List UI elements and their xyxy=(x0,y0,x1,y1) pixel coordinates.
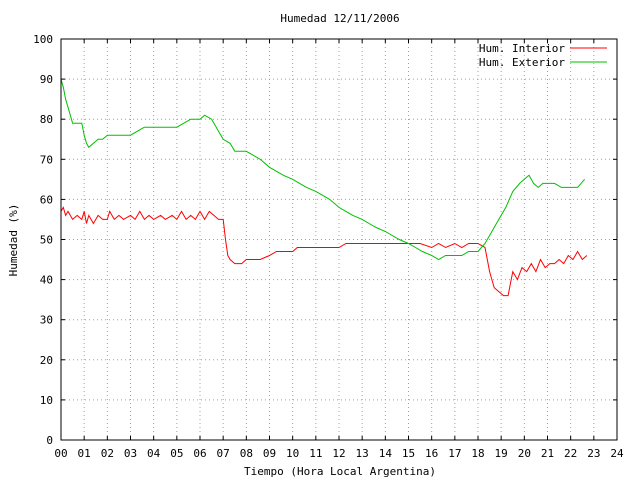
y-tick-label: 40 xyxy=(40,274,53,287)
y-tick-label: 30 xyxy=(40,314,53,327)
x-tick-label: 04 xyxy=(147,447,161,460)
x-tick-label: 16 xyxy=(425,447,438,460)
series-line-interior xyxy=(60,206,588,297)
legend: Hum. Interior Hum. Exterior xyxy=(479,42,607,69)
series-line-exterior xyxy=(60,78,585,261)
series-lines xyxy=(60,78,588,297)
x-tick-label: 05 xyxy=(170,447,183,460)
x-tick-label: 14 xyxy=(379,447,393,460)
x-tick-label: 08 xyxy=(240,447,253,460)
x-tick-label: 17 xyxy=(448,447,461,460)
x-tick-label: 00 xyxy=(54,447,67,460)
x-tick-label: 13 xyxy=(356,447,369,460)
y-tick-label: 60 xyxy=(40,193,53,206)
y-tick-label: 10 xyxy=(40,394,53,407)
x-tick-label: 20 xyxy=(518,447,531,460)
grid-lines xyxy=(61,39,617,440)
y-axis-label: Humedad (%) xyxy=(7,204,20,277)
x-tick-label: 12 xyxy=(332,447,345,460)
y-tick-label: 0 xyxy=(46,434,53,447)
x-tick-label: 21 xyxy=(541,447,554,460)
x-tick-label: 19 xyxy=(495,447,508,460)
x-tick-label: 07 xyxy=(217,447,230,460)
legend-label-exterior: Hum. Exterior xyxy=(479,56,565,69)
x-tick-label: 06 xyxy=(193,447,206,460)
y-tick-label: 80 xyxy=(40,113,53,126)
x-tick-label: 01 xyxy=(78,447,91,460)
y-tick-label: 50 xyxy=(40,234,53,247)
x-tick-label: 23 xyxy=(587,447,600,460)
x-tick-label: 09 xyxy=(263,447,276,460)
chart-title: Humedad 12/11/2006 xyxy=(280,12,399,25)
x-tick-label: 15 xyxy=(402,447,415,460)
y-tick-label: 100 xyxy=(33,33,53,46)
x-tick-label: 10 xyxy=(286,447,299,460)
axis-ticks: 00 01 02 03 04 05 06 07 08 09 10 11 12 13 14 15 16 17 18 19… xyxy=(33,33,624,460)
y-tick-label: 70 xyxy=(40,153,53,166)
y-tick-label: 20 xyxy=(40,354,53,367)
x-tick-label: 24 xyxy=(610,447,624,460)
x-tick-label: 18 xyxy=(471,447,484,460)
legend-label-interior: Hum. Interior xyxy=(479,42,565,55)
x-tick-label: 02 xyxy=(101,447,114,460)
x-tick-label: 22 xyxy=(564,447,577,460)
x-axis-label: Tiempo (Hora Local Argentina) xyxy=(244,465,436,478)
x-tick-label: 11 xyxy=(309,447,322,460)
x-tick-label: 03 xyxy=(124,447,137,460)
y-tick-label: 90 xyxy=(40,73,53,86)
